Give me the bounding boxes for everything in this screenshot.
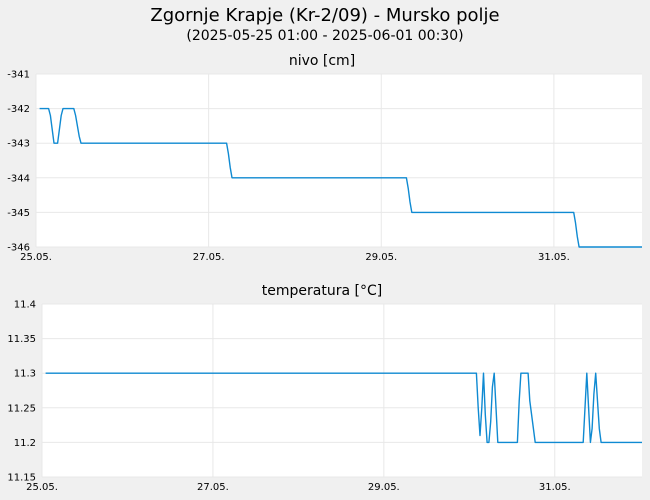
x-tick-label: 27.05. <box>197 482 229 493</box>
x-tick-label: 25.05. <box>20 252 52 263</box>
y-tick-label: -341 <box>7 70 30 81</box>
panel-title-temperature: temperatura [°C] <box>262 283 382 299</box>
y-tick-label: 11.15 <box>7 473 36 484</box>
y-tick-label: -343 <box>7 139 30 150</box>
x-tick-label: 27.05. <box>193 252 225 263</box>
x-tick-label: 25.05. <box>26 482 58 493</box>
x-tick-label: 29.05. <box>368 482 400 493</box>
panel-title-level: nivo [cm] <box>289 53 355 69</box>
x-tick-label: 31.05. <box>539 482 571 493</box>
y-tick-label: 11.25 <box>7 403 36 414</box>
plot-area <box>36 74 642 247</box>
x-tick-label: 29.05. <box>365 252 397 263</box>
y-tick-label: 11.2 <box>14 438 36 449</box>
chart-title: Zgornje Krapje (Kr-2/09) - Mursko polje <box>150 5 499 26</box>
chart-subtitle: (2025-05-25 01:00 - 2025-06-01 00:30) <box>186 28 463 44</box>
y-tick-label: -342 <box>7 104 30 115</box>
y-tick-label: 11.3 <box>14 369 36 380</box>
series-line <box>45 372 642 444</box>
y-tick-label: -346 <box>7 243 30 254</box>
series-line <box>39 107 642 248</box>
y-tick-label: 11.4 <box>14 300 36 311</box>
y-tick-label: -345 <box>7 208 30 219</box>
y-tick-label: -344 <box>7 173 30 184</box>
y-tick-label: 11.35 <box>7 334 36 345</box>
plot-area <box>42 304 642 477</box>
x-tick-label: 31.05. <box>538 252 570 263</box>
